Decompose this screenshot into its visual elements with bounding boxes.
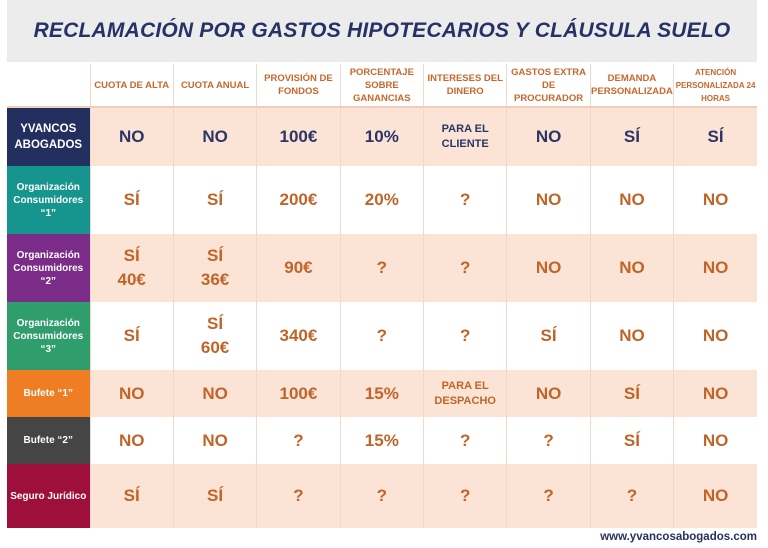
- row-label: Organización Consumidores “3”: [7, 302, 90, 370]
- table-cell: ?: [506, 417, 591, 464]
- column-header: GASTOS EXTRA DE PROCURADOR: [506, 64, 591, 108]
- table-cell: 340€: [256, 302, 341, 370]
- table-cell: NO: [673, 370, 757, 417]
- table-cell: NO: [89, 107, 174, 166]
- table-cell: ?: [256, 464, 341, 528]
- table-cell: 15%: [339, 417, 424, 464]
- table-row: Organización Consumidores “3” SÍ SÍ 60€ 340…: [7, 302, 757, 370]
- table-cell: NO: [172, 370, 257, 417]
- table-cell: SÍ 40€: [89, 234, 174, 302]
- table-cell: SÍ: [589, 107, 674, 166]
- table-cell: NO: [589, 166, 674, 234]
- table-cell: SÍ: [589, 417, 674, 464]
- column-header: DEMANDA PERSONALIZADA: [589, 64, 674, 108]
- column-header: INTERESES DEL DINERO: [422, 64, 507, 108]
- table-cell: ?: [589, 464, 674, 528]
- table-cell: SÍ: [172, 464, 257, 528]
- row-label: YVANCOS ABOGADOS: [7, 107, 90, 166]
- page-title: RECLAMACIÓN POR GASTOS HIPOTECARIOS Y CL…: [33, 19, 731, 42]
- table-cell: 90€: [256, 234, 341, 302]
- table-row: Organización Consumidores “2” SÍ 40€ SÍ 36…: [7, 234, 757, 302]
- table-cell: NO: [589, 302, 674, 370]
- table-cell: SÍ: [589, 370, 674, 417]
- website-url[interactable]: www.yvancosabogados.com: [600, 531, 757, 543]
- title-banner: RECLAMACIÓN POR GASTOS HIPOTECARIOS Y CL…: [7, 0, 757, 62]
- table-cell: NO: [506, 107, 591, 166]
- table-cell: ?: [256, 417, 341, 464]
- table-cell: 100€: [256, 370, 341, 417]
- row-label: Bufete “2”: [7, 417, 90, 464]
- table-cell: ?: [422, 302, 507, 370]
- table-cell: NO: [506, 234, 591, 302]
- table-cell: ?: [339, 464, 424, 528]
- column-header: CUOTA DE ALTA: [89, 64, 174, 108]
- table-cell: ?: [339, 302, 424, 370]
- table-row: Bufete “1” NO NO 100€ 15% PARA EL DESPACHO NO S…: [7, 370, 757, 417]
- table-cell: 100€: [256, 107, 341, 166]
- table-cell: SÍ 36€: [172, 234, 257, 302]
- table-cell: 10%: [339, 107, 424, 166]
- table-cell: SÍ: [89, 166, 174, 234]
- table-cell: NO: [673, 234, 757, 302]
- table-cell: NO: [89, 370, 174, 417]
- table-cell: NO: [506, 370, 591, 417]
- column-header: PORCENTAJE SOBRE GANANCIAS: [339, 64, 424, 108]
- table-cell: ?: [339, 234, 424, 302]
- header-row: CUOTA DE ALTA CUOTA ANUAL PROVISIÓN DE FON…: [7, 64, 757, 108]
- table-cell: NO: [172, 107, 257, 166]
- table-cell: PARA EL DESPACHO: [422, 370, 507, 417]
- table-cell: ?: [506, 464, 591, 528]
- table-cell: ?: [422, 417, 507, 464]
- column-header: CUOTA ANUAL: [172, 64, 257, 108]
- table-cell: SÍ: [172, 166, 257, 234]
- table-cell: NO: [673, 166, 757, 234]
- table-cell: NO: [673, 302, 757, 370]
- table-row: YVANCOS ABOGADOS NO NO 100€ 10% PARA EL CLIEN…: [7, 107, 757, 166]
- table-cell: 15%: [339, 370, 424, 417]
- column-header: ATENCIÓN PERSONALIZADA 24 HORAS: [673, 64, 757, 108]
- table-row: Organización Consumidores “1” SÍ SÍ 200€ 20%…: [7, 166, 757, 234]
- table-cell: SÍ 60€: [172, 302, 257, 370]
- table-cell: PARA EL CLIENTE: [422, 107, 507, 166]
- table-cell: NO: [589, 234, 674, 302]
- table-cell: ?: [422, 166, 507, 234]
- table-cell: SÍ: [89, 302, 174, 370]
- row-label: Bufete “1”: [7, 370, 90, 417]
- column-header: PROVISIÓN DE FONDOS: [256, 64, 341, 108]
- table-cell: SÍ: [506, 302, 591, 370]
- row-label: Organización Consumidores “2”: [7, 234, 90, 302]
- table-cell: 200€: [256, 166, 341, 234]
- table-cell: NO: [673, 417, 757, 464]
- table-cell: SÍ: [673, 107, 757, 166]
- table-row: Bufete “2” NO NO? 15%?? SÍ NO: [7, 417, 757, 464]
- table-cell: ?: [422, 234, 507, 302]
- table-row: Seguro Jurídico SÍ SÍ????? NO: [7, 464, 757, 528]
- table-cell: ?: [422, 464, 507, 528]
- table-cell: 20%: [339, 166, 424, 234]
- table-cell: NO: [506, 166, 591, 234]
- corner-cell: [7, 64, 90, 108]
- table-cell: NO: [89, 417, 174, 464]
- table-cell: SÍ: [89, 464, 174, 528]
- table-cell: NO: [673, 464, 757, 528]
- row-label: Organización Consumidores “1”: [7, 166, 90, 234]
- table-cell: NO: [172, 417, 257, 464]
- row-label: Seguro Jurídico: [7, 464, 90, 528]
- comparison-table: CUOTA DE ALTA CUOTA ANUAL PROVISIÓN DE FON…: [7, 64, 757, 528]
